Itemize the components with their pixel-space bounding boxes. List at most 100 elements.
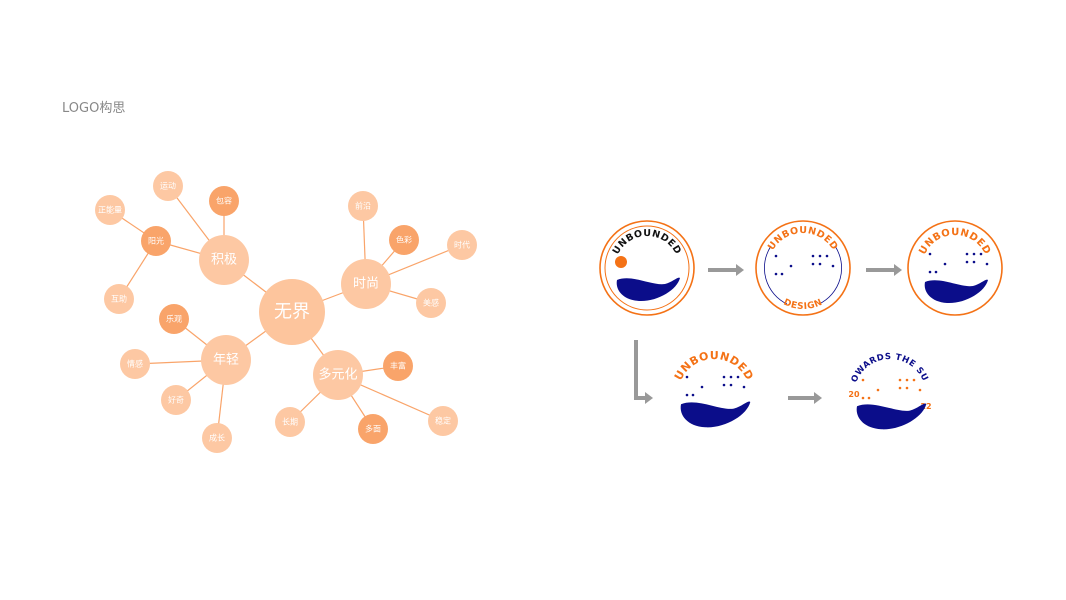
node-circle (209, 186, 239, 216)
dot (876, 388, 880, 392)
mindmap-node: 时代 (447, 230, 477, 260)
logo-4: UNBOUNDED (672, 349, 756, 428)
mindmap-node: 色彩 (389, 225, 419, 255)
node-label: 色彩 (396, 235, 412, 245)
mindmap-node: 运动 (153, 171, 183, 201)
node-circle (95, 195, 125, 225)
arrow-head (894, 264, 902, 276)
dot (861, 378, 865, 382)
node-circle (120, 349, 150, 379)
node-label: 情感 (127, 359, 143, 369)
mindmap-node: 长期 (275, 407, 305, 437)
dot (691, 393, 695, 397)
node-circle (199, 235, 249, 285)
mindmap-node: 美感 (416, 288, 446, 318)
mindmap-node: 无界 (259, 279, 325, 345)
node-label: 乐观 (166, 314, 182, 324)
dot (818, 262, 822, 266)
logo-5: TOWARDS THE SUN 20 22 (0, 0, 932, 430)
dot (934, 270, 938, 274)
dot (972, 260, 976, 264)
dot (867, 396, 871, 400)
braille-dots (928, 252, 989, 274)
logo-3: UNBOUNDED (907, 220, 1003, 316)
node-circle (275, 407, 305, 437)
dot (774, 254, 778, 258)
dot (722, 375, 726, 379)
arc-text: DESIGN (782, 298, 824, 313)
arrow-icon (634, 340, 653, 404)
mindmap-node: 稳定 (428, 406, 458, 436)
arrow-head (814, 392, 822, 404)
arc-text: UNBOUNDED (917, 227, 992, 257)
braille-dots (774, 254, 835, 276)
node-label: 美感 (423, 298, 439, 308)
mindmap-node: 丰富 (383, 351, 413, 381)
dot (979, 252, 983, 256)
node-label: 多面 (365, 424, 381, 434)
dot (685, 393, 689, 397)
node-circle (358, 414, 388, 444)
node-label: 多元化 (318, 367, 357, 383)
node-label: 年轻 (213, 353, 239, 368)
dot (831, 264, 835, 268)
node-label: 包容 (216, 196, 232, 206)
node-circle (348, 191, 378, 221)
node-circle (201, 335, 251, 385)
dot (905, 386, 909, 390)
node-label: 正能量 (98, 205, 122, 215)
node-label: 互助 (111, 294, 127, 304)
arrow-icon (788, 392, 822, 404)
node-label: 时代 (454, 240, 470, 250)
arc-text: TOWARDS THE SUN (0, 0, 929, 384)
node-label: 好奇 (168, 395, 184, 405)
node-circle (428, 406, 458, 436)
logo-1: UNBOUNDED (599, 220, 695, 316)
node-circle (141, 226, 171, 256)
dot (818, 254, 822, 258)
node-circle (259, 279, 325, 345)
dot (685, 375, 689, 379)
dot (912, 378, 916, 382)
outer-ring (755, 220, 851, 316)
dot (774, 272, 778, 276)
inner-arc-right (818, 245, 842, 305)
node-label: 前沿 (355, 201, 371, 211)
dot (789, 264, 793, 268)
node-circle (153, 171, 183, 201)
node-circle (104, 284, 134, 314)
mindmap-node: 多元化 (313, 350, 363, 400)
dot (736, 375, 740, 379)
wave-shape (856, 403, 927, 430)
dot (742, 385, 746, 389)
mindmap-node: 正能量 (95, 195, 125, 225)
dot (700, 385, 704, 389)
dot (928, 270, 932, 274)
wave-shape (616, 277, 680, 302)
arrow-head (645, 392, 653, 404)
arc-text: UNBOUNDED (672, 349, 756, 383)
sun-icon (615, 256, 627, 268)
dot (972, 252, 976, 256)
year-right: 22 (920, 402, 931, 411)
dot (965, 260, 969, 264)
mindmap-node: 年轻 (201, 335, 251, 385)
dot (918, 388, 922, 392)
mindmap-node: 成长 (202, 423, 232, 453)
node-circle (202, 423, 232, 453)
node-label: 成长 (209, 433, 225, 443)
mindmap-node: 好奇 (161, 385, 191, 415)
mindmap-node: 情感 (120, 349, 150, 379)
mindmap-node: 乐观 (159, 304, 189, 334)
dot (729, 383, 733, 387)
arrow-head (736, 264, 744, 276)
dot (928, 252, 932, 256)
year-left: 20 (848, 390, 860, 399)
mindmap-node: 互助 (104, 284, 134, 314)
node-circle (389, 225, 419, 255)
outer-ring (907, 220, 1003, 316)
arrow-icon (708, 264, 744, 276)
node-circle (447, 230, 477, 260)
